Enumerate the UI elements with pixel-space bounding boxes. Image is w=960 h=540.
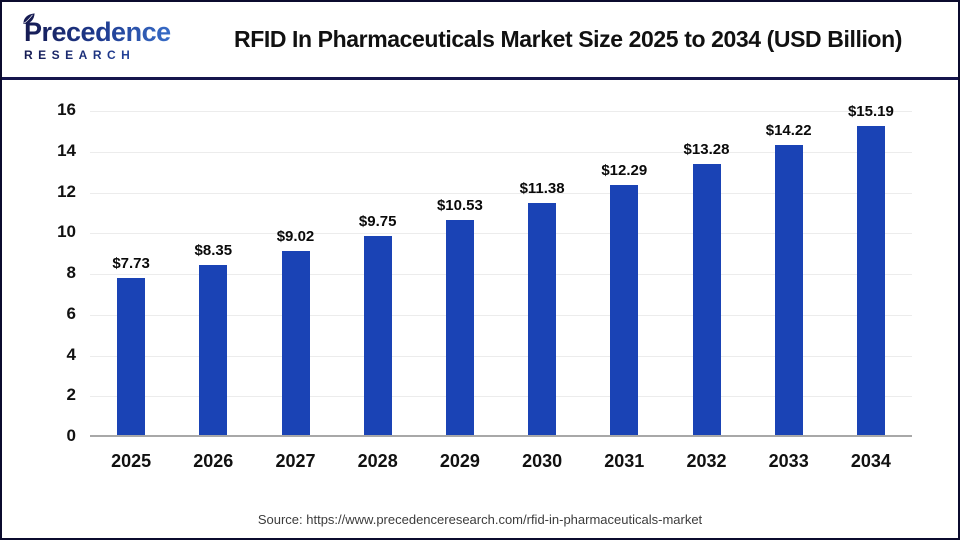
- leaf-icon: [23, 12, 35, 24]
- brand-subtitle: RESEARCH: [24, 49, 192, 61]
- bar-value-label: $15.19: [847, 102, 894, 120]
- y-axis-tick-label: 0: [66, 426, 76, 445]
- gridline: [90, 192, 912, 194]
- bar-value-label: $9.75: [358, 213, 397, 231]
- bar-2026: [199, 264, 228, 435]
- gridline: [90, 111, 912, 112]
- y-axis-tick-label: 10: [57, 222, 76, 242]
- y-axis-tick-label: 4: [66, 344, 76, 364]
- gridline: [90, 355, 912, 357]
- x-axis-tick-label: 2027: [275, 451, 316, 471]
- bar-value-label: $7.73: [112, 254, 150, 272]
- page-title: RFID In Pharmaceuticals Market Size 2025…: [234, 26, 902, 52]
- gridline: [90, 274, 912, 275]
- brand-name: Precedence: [23, 12, 192, 46]
- bar-2032: [692, 164, 721, 435]
- source-text: Source: https://www.precedenceresearch.c…: [257, 512, 703, 527]
- title-wrap: RFID In Pharmaceuticals Market Size 2025…: [192, 26, 958, 53]
- y-axis-tick-label: 2: [66, 385, 76, 405]
- x-axis-tick-label: 2033: [768, 451, 809, 471]
- bar-value-label: $9.02: [276, 228, 315, 246]
- y-axis-tick-label: 12: [57, 181, 76, 201]
- bar-value-label: $11.38: [519, 180, 565, 198]
- gridline: [90, 151, 912, 153]
- bar-2034: [856, 125, 885, 435]
- bar-chart: $7.73 2025 $8.35 2026 $9.02 2027 $9.75 2028 $10.…: [2, 80, 958, 537]
- bar-2031: [610, 184, 639, 435]
- y-axis-tick-label: 16: [57, 100, 76, 119]
- bar-2033: [774, 145, 803, 435]
- bar-value-label: $8.35: [194, 241, 233, 259]
- bar-value-label: $12.29: [601, 161, 648, 179]
- x-axis-tick-label: 2032: [686, 451, 727, 471]
- bar-2025: [117, 277, 146, 435]
- x-axis-tick-label: 2025: [111, 451, 152, 471]
- y-axis-tick-label: 14: [57, 140, 76, 160]
- x-axis-tick-label: 2031: [604, 451, 645, 471]
- bar-2030: [528, 203, 557, 435]
- bar-value-label: $13.28: [683, 141, 730, 159]
- bar-2029: [445, 220, 474, 435]
- x-axis-tick-label: 2029: [439, 451, 480, 471]
- gridline: [90, 396, 912, 398]
- x-axis-tick-label: 2034: [850, 451, 891, 471]
- plot-area: $7.73 2025 $8.35 2026 $9.02 2027 $9.75 2028 $10.…: [90, 103, 912, 471]
- brand-logo: Precedence RESEARCH: [2, 12, 192, 61]
- gridline: [90, 233, 912, 235]
- y-axis-tick-label: 8: [66, 263, 76, 282]
- bar-2028: [363, 236, 392, 435]
- gridline: [90, 314, 912, 316]
- y-axis-tick-label: 6: [66, 303, 76, 323]
- x-axis-tick-label: 2030: [522, 451, 563, 471]
- bar-2027: [281, 251, 310, 435]
- x-axis-tick-label: 2026: [193, 451, 234, 471]
- x-axis-tick-label: 2028: [357, 451, 398, 471]
- bar-value-label: $10.53: [436, 197, 483, 215]
- bar-value-label: $14.22: [765, 122, 812, 140]
- header: Precedence RESEARCH RFID In Pharmaceutic…: [2, 2, 958, 80]
